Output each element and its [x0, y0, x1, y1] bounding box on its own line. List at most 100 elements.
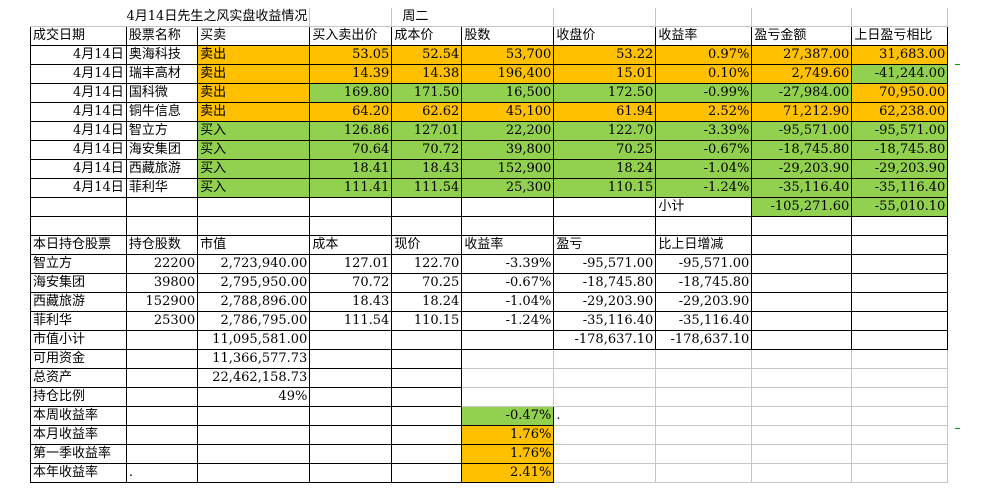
trade-cost[interactable]: 127.01: [391, 121, 463, 141]
trade-price[interactable]: 70.64: [309, 140, 393, 160]
hold-header-cost[interactable]: 成本: [309, 235, 393, 255]
empty-cell[interactable]: [309, 216, 393, 236]
trade-pnl[interactable]: 27,387.00: [751, 45, 853, 65]
empty-cell[interactable]: [851, 406, 949, 426]
empty-cell[interactable]: [461, 216, 555, 236]
trade-stock-name[interactable]: 菲利华: [125, 178, 199, 198]
empty-cell[interactable]: [851, 273, 949, 293]
trade-date[interactable]: 4月14日: [30, 64, 127, 84]
trade-stock-name[interactable]: 铜牛信息: [125, 102, 199, 122]
trade-shares[interactable]: 196,400: [461, 64, 555, 84]
holding-shares[interactable]: 152900: [125, 292, 199, 312]
empty-cell[interactable]: [553, 197, 657, 217]
empty-cell[interactable]: [751, 463, 853, 483]
empty-cell[interactable]: [391, 349, 463, 369]
trade-shares[interactable]: 45,100: [461, 102, 555, 122]
col-header-date[interactable]: 成交日期: [30, 26, 127, 46]
trade-side[interactable]: 买入: [197, 159, 311, 179]
trade-shares[interactable]: 25,300: [461, 178, 555, 198]
trade-close[interactable]: 70.25: [553, 140, 657, 160]
holding-return[interactable]: -1.04%: [461, 292, 555, 312]
trade-pnl[interactable]: -95,571.00: [751, 121, 853, 141]
trade-cost[interactable]: 14.38: [391, 64, 463, 84]
trade-vs-prev[interactable]: -18,745.80: [851, 140, 949, 160]
empty-cell[interactable]: [851, 368, 949, 388]
col-header-cost[interactable]: 成本价: [391, 26, 463, 46]
trade-date[interactable]: 4月14日: [30, 140, 127, 160]
col-header-pnl[interactable]: 盈亏金额: [751, 26, 853, 46]
subtotal-label[interactable]: 小计: [655, 197, 753, 217]
trade-price[interactable]: 53.05: [309, 45, 393, 65]
holding-return[interactable]: -1.24%: [461, 311, 555, 331]
cash-label[interactable]: 可用资金: [30, 349, 127, 369]
empty-cell[interactable]: [461, 330, 555, 350]
empty-cell[interactable]: [309, 425, 393, 445]
empty-cell[interactable]: [125, 425, 199, 445]
weekday[interactable]: 周二: [391, 8, 555, 27]
trade-pnl[interactable]: -29,203.90: [751, 159, 853, 179]
trade-vs-prev[interactable]: -95,571.00: [851, 121, 949, 141]
empty-cell[interactable]: [751, 406, 853, 426]
trade-pnl[interactable]: 71,212.90: [751, 102, 853, 122]
trade-stock-name[interactable]: 西藏旅游: [125, 159, 199, 179]
hold-header-name[interactable]: 本日持仓股票: [30, 235, 127, 255]
return-label[interactable]: 第一季收益率: [30, 444, 127, 464]
trade-close[interactable]: 110.15: [553, 178, 657, 198]
trade-close[interactable]: 15.01: [553, 64, 657, 84]
holding-name[interactable]: 西藏旅游: [30, 292, 127, 312]
col-header-price[interactable]: 买入卖出价: [309, 26, 393, 46]
holding-price[interactable]: 70.25: [391, 273, 463, 293]
trade-return[interactable]: -3.39%: [655, 121, 753, 141]
empty-cell[interactable]: [309, 330, 393, 350]
trade-return[interactable]: 2.52%: [655, 102, 753, 122]
empty-cell[interactable]: [309, 197, 393, 217]
holding-name[interactable]: 海安集团: [30, 273, 127, 293]
empty-cell[interactable]: [655, 8, 753, 27]
trade-vs-prev[interactable]: -41,244.00: [851, 64, 949, 84]
holding-shares[interactable]: 25300: [125, 311, 199, 331]
empty-cell[interactable]: [391, 463, 463, 483]
trade-date[interactable]: 4月14日: [30, 45, 127, 65]
empty-cell[interactable]: [851, 254, 949, 274]
empty-cell[interactable]: [851, 444, 949, 464]
empty-cell[interactable]: [461, 197, 555, 217]
empty-cell[interactable]: [553, 425, 657, 445]
col-header-shares[interactable]: 股数: [461, 26, 555, 46]
empty-cell[interactable]: [391, 216, 463, 236]
hold-header-now[interactable]: 现价: [391, 235, 463, 255]
empty-cell[interactable]: [391, 387, 463, 407]
cash-value[interactable]: 11,366,577.73: [197, 349, 311, 369]
return-value[interactable]: -0.47%: [461, 406, 555, 426]
trade-return[interactable]: -1.04%: [655, 159, 753, 179]
empty-cell[interactable]: [125, 387, 199, 407]
empty-cell[interactable]: [391, 425, 463, 445]
position-ratio-value[interactable]: 49%: [197, 387, 311, 407]
empty-cell[interactable]: [309, 444, 393, 464]
empty-cell[interactable]: [30, 216, 127, 236]
empty-cell[interactable]: [751, 387, 853, 407]
trade-shares[interactable]: 53,700: [461, 45, 555, 65]
hold-header-shares[interactable]: 持仓股数: [125, 235, 199, 255]
holding-change[interactable]: -29,203.90: [655, 292, 753, 312]
trade-pnl[interactable]: -27,984.00: [751, 83, 853, 103]
empty-cell[interactable]: [553, 368, 657, 388]
empty-cell[interactable]: [751, 425, 853, 445]
empty-cell[interactable]: [125, 197, 199, 217]
empty-cell[interactable]: [751, 254, 853, 274]
holding-return[interactable]: -0.67%: [461, 273, 555, 293]
empty-cell[interactable]: [553, 444, 657, 464]
mv-subtotal-change[interactable]: -178,637.10: [655, 330, 753, 350]
empty-cell[interactable]: [851, 425, 949, 445]
empty-cell[interactable]: [391, 368, 463, 388]
position-ratio-label[interactable]: 持仓比例: [30, 387, 127, 407]
holding-name[interactable]: 智立方: [30, 254, 127, 274]
holding-pnl[interactable]: -95,571.00: [553, 254, 657, 274]
trade-cost[interactable]: 111.54: [391, 178, 463, 198]
trade-pnl[interactable]: -35,116.40: [751, 178, 853, 198]
return-value[interactable]: 2.41%: [461, 463, 555, 483]
empty-cell[interactable]: [553, 387, 657, 407]
trade-return[interactable]: -1.24%: [655, 178, 753, 198]
empty-cell[interactable]: [655, 463, 753, 483]
empty-cell[interactable]: [655, 216, 753, 236]
empty-cell[interactable]: [125, 330, 199, 350]
